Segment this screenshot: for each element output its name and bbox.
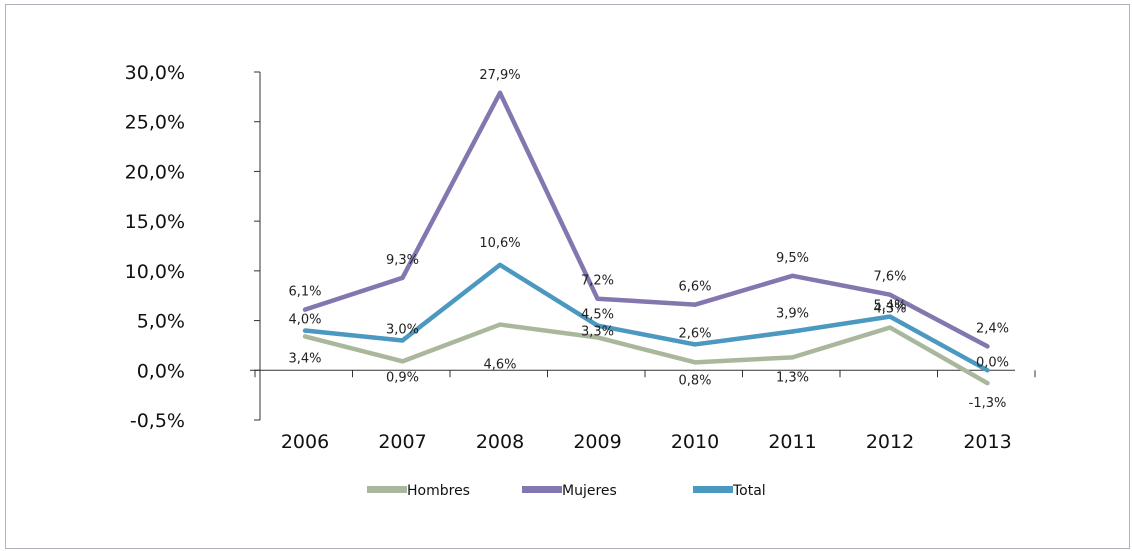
data-label-total: 2,6% (678, 326, 711, 341)
x-tick-label: 2006 (281, 431, 329, 453)
chart-frame (5, 4, 1130, 549)
data-label-total: 4,5% (581, 308, 614, 323)
data-point-total (985, 368, 990, 373)
legend-swatch-mujeres (522, 486, 562, 493)
data-point-hombres (790, 355, 795, 360)
data-point-hombres (400, 359, 405, 364)
series-line-total (304, 262, 989, 373)
data-label-mujeres: 7,6% (873, 270, 906, 285)
legend-swatch-hombres (367, 486, 407, 493)
y-tick-label: 30,0% (125, 62, 185, 84)
series-line-hombres (304, 322, 989, 386)
data-point-mujeres (692, 302, 698, 307)
data-point-total (887, 314, 893, 319)
series-lines (302, 90, 990, 386)
data-point-mujeres (400, 275, 405, 281)
data-label-hombres: -1,3% (969, 396, 1007, 411)
data-label-hombres: 4,6% (483, 358, 516, 373)
data-label-hombres: 0,8% (678, 373, 711, 388)
data-labels: 3,4% 0,9% 4,6% 3,3% 0,8% 1,3% 4,3% -1,3% 6,1% 9,3… (288, 68, 1009, 411)
data-point-total (790, 329, 795, 334)
x-tick-label: 2007 (378, 431, 426, 453)
data-label-hombres: 1,3% (776, 370, 809, 385)
data-label-mujeres: 9,3% (386, 253, 419, 268)
x-tick-label: 2011 (768, 431, 816, 453)
y-tick-label: 10,0% (125, 261, 185, 283)
data-label-total: 10,6% (479, 236, 520, 251)
data-label-total: 3,0% (386, 322, 419, 337)
y-tick-label: 0,0% (137, 360, 185, 382)
data-point-hombres (595, 335, 600, 340)
legend-label-total: Total (732, 483, 766, 499)
data-point-hombres (985, 381, 990, 386)
y-tick-label: 15,0% (125, 211, 185, 233)
data-label-hombres: 4,3% (873, 302, 906, 317)
data-label-total: 3,9% (776, 307, 809, 322)
data-point-total (595, 323, 600, 328)
x-tick-label: 2009 (573, 431, 621, 453)
data-point-mujeres (497, 90, 503, 96)
data-label-mujeres: 6,6% (678, 280, 711, 295)
data-label-mujeres: 9,5% (776, 251, 809, 266)
data-point-mujeres (595, 296, 600, 301)
data-point-hombres (497, 322, 503, 327)
x-tick-label: 2010 (671, 431, 719, 453)
y-tick-label: 25,0% (125, 112, 185, 134)
legend-swatch-total (693, 486, 733, 493)
data-label-hombres: 0,9% (386, 370, 419, 385)
legend-label-hombres: Hombres (407, 483, 470, 499)
data-point-total (400, 338, 405, 343)
data-label-mujeres: 2,4% (976, 321, 1009, 336)
data-label-hombres: 3,4% (288, 351, 321, 366)
data-point-mujeres (887, 292, 893, 297)
y-tick-label: 5,0% (137, 311, 185, 333)
data-point-mujeres (302, 307, 308, 312)
axes: 30,0% 25,0% 20,0% 15,0% 10,0% 5,0% 0,0% -0,5% 20… (125, 62, 1036, 453)
data-label-mujeres: 7,2% (581, 274, 614, 289)
data-point-mujeres (985, 344, 990, 349)
data-point-hombres (302, 334, 308, 339)
legend-label-mujeres: Mujeres (562, 483, 617, 499)
data-point-hombres (692, 360, 698, 365)
data-label-total: 4,0% (288, 313, 321, 328)
x-tick-label: 2013 (963, 431, 1011, 453)
data-label-hombres: 3,3% (581, 324, 614, 339)
data-label-mujeres: 6,1% (288, 285, 321, 300)
data-label-mujeres: 27,9% (479, 68, 520, 83)
data-label-total: 0,0% (976, 355, 1009, 370)
data-label-total: 5,4% (873, 299, 906, 314)
x-tick-label: 2008 (476, 431, 524, 453)
y-tick-label: -0,5% (130, 410, 185, 432)
data-point-total (302, 328, 308, 333)
data-point-mujeres (790, 273, 795, 279)
y-tick-label: 20,0% (125, 161, 185, 183)
series-line-mujeres (304, 90, 989, 349)
data-point-total (497, 262, 503, 268)
data-point-total (692, 342, 698, 347)
legend: Hombres Mujeres Total (367, 483, 766, 499)
data-point-hombres (887, 325, 893, 330)
x-tick-label: 2012 (866, 431, 914, 453)
